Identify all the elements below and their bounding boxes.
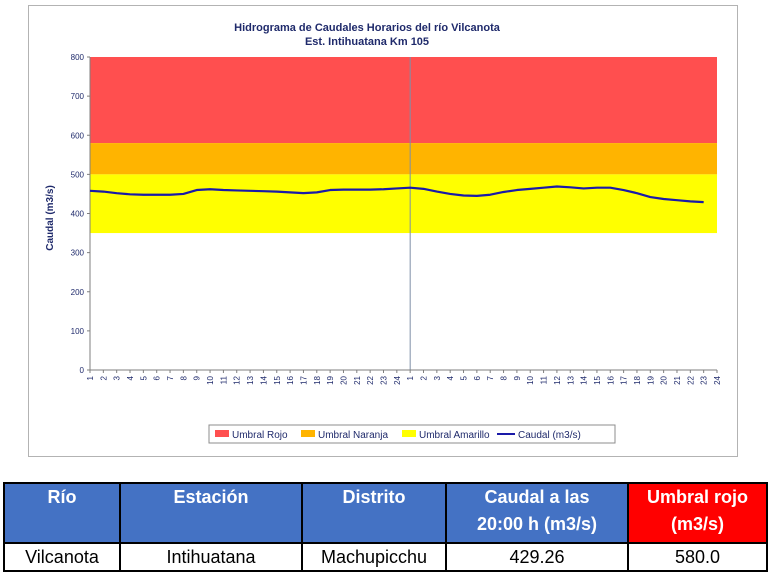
y-tick-label: 400 — [71, 210, 85, 219]
x-tick-label: 20 — [660, 375, 669, 384]
summary-table: Río Estación Distrito Caudal a las 20:00 … — [3, 482, 768, 572]
x-tick-label: 12 — [553, 375, 562, 384]
y-tick-label: 200 — [71, 288, 85, 297]
x-tick-label: 19 — [646, 375, 655, 384]
x-tick-label: 8 — [500, 375, 509, 380]
x-tick-label: 4 — [126, 375, 135, 380]
legend-entry: Umbral Rojo — [232, 430, 288, 441]
x-tick-label: 15 — [593, 375, 602, 384]
x-tick-label: 18 — [313, 375, 322, 384]
y-tick-label: 700 — [71, 92, 85, 101]
band-umbral-rojo — [90, 57, 717, 144]
x-tick-label: 9 — [193, 375, 202, 380]
series-line-caudal — [89, 185, 704, 204]
x-tick-label: 11 — [219, 375, 228, 384]
legend-swatch — [301, 430, 315, 437]
x-tick-label: 16 — [286, 375, 295, 384]
x-tick-label: 14 — [580, 375, 589, 384]
x-tick-label: 13 — [246, 375, 255, 384]
band-umbral-naranja — [90, 143, 717, 175]
x-tick-label: 18 — [633, 375, 642, 384]
x-tick-label: 16 — [606, 375, 615, 384]
cell-estacion: Intihuatana — [119, 542, 303, 572]
x-tick-label: 10 — [526, 375, 535, 384]
x-tick-label: 21 — [673, 375, 682, 384]
y-tick-label: 100 — [71, 327, 85, 336]
x-tick-label: 7 — [166, 375, 175, 380]
x-tick-label: 4 — [446, 375, 455, 380]
cell-caudal: 429.26 — [445, 542, 629, 572]
cell-distrito: Machupicchu — [301, 542, 447, 572]
x-tick-label: 22 — [366, 375, 375, 384]
legend: Umbral Rojo Umbral Naranja Umbral Amarillo… — [208, 424, 616, 444]
x-tick-label: 22 — [686, 375, 695, 384]
x-tick-label: 20 — [339, 375, 348, 384]
legend-entry: Umbral Amarillo — [419, 430, 490, 441]
x-tick-label: 12 — [233, 375, 242, 384]
legend-entry: Umbral Naranja — [318, 430, 388, 441]
y-axis-label: Caudal (m3/s) — [45, 185, 56, 251]
legend-swatch — [215, 430, 229, 437]
chart-title: Hidrograma de Caudales Horarios del río … — [234, 22, 501, 34]
x-tick-label: 17 — [299, 375, 308, 384]
x-tick-label: 23 — [700, 375, 709, 384]
x-tick-label: 14 — [259, 375, 268, 384]
x-tick-label: 19 — [326, 375, 335, 384]
x-tick-label: 6 — [153, 375, 162, 380]
header-estacion: Estación — [119, 482, 303, 544]
header-distrito: Distrito — [301, 482, 447, 544]
x-tick-label: 21 — [353, 375, 362, 384]
y-tick-label: 0 — [80, 366, 85, 375]
x-tick-label: 6 — [473, 375, 482, 380]
chart-frame: 0 100 200 300 400 500 600 700 800 1 2 3 4 5 6 7 8 9 10 11 1… — [28, 5, 738, 457]
x-tick-label: 2 — [420, 375, 429, 380]
header-umbral-rojo: Umbral rojo (m3/s) — [627, 482, 768, 544]
y-tick-label: 300 — [71, 249, 85, 258]
x-tick-label: 2 — [99, 375, 108, 380]
y-tick-label: 600 — [71, 131, 85, 140]
legend-entry: Caudal (m3/s) — [518, 430, 581, 441]
chart-subtitle: Est. Intihuatana Km 105 — [305, 36, 429, 48]
cell-umbral: 580.0 — [627, 542, 768, 572]
y-tick-label: 500 — [71, 170, 85, 179]
x-tick-label: 5 — [460, 375, 469, 380]
x-tick-label: 13 — [566, 375, 575, 384]
x-tick-label: 1 — [86, 375, 95, 380]
x-tick-label: 17 — [620, 375, 629, 384]
x-tick-label: 11 — [540, 375, 549, 384]
x-tick-label: 8 — [179, 375, 188, 380]
x-tick-label: 10 — [206, 375, 215, 384]
x-tick-label: 15 — [273, 375, 282, 384]
table-row: Vilcanota Intihuatana Machupicchu 429.26… — [3, 542, 768, 572]
x-tick-label: 3 — [113, 375, 122, 380]
x-tick-label: 5 — [139, 375, 148, 380]
band-umbral-amarillo — [90, 174, 717, 234]
x-tick-label: 1 — [406, 375, 415, 380]
x-tick-label: 9 — [513, 375, 522, 380]
x-tick-label: 23 — [379, 375, 388, 384]
header-caudal: Caudal a las 20:00 h (m3/s) — [445, 482, 629, 544]
x-tick-label: 3 — [433, 375, 442, 380]
x-tick-label: 7 — [486, 375, 495, 380]
x-tick-label: 24 — [393, 375, 402, 384]
cell-rio: Vilcanota — [3, 542, 121, 572]
header-rio: Río — [3, 482, 121, 544]
table-header-row: Río Estación Distrito Caudal a las 20:00 … — [3, 482, 768, 544]
y-tick-label: 800 — [71, 53, 85, 62]
x-tick-label: 24 — [713, 375, 722, 384]
legend-swatch — [402, 430, 416, 437]
